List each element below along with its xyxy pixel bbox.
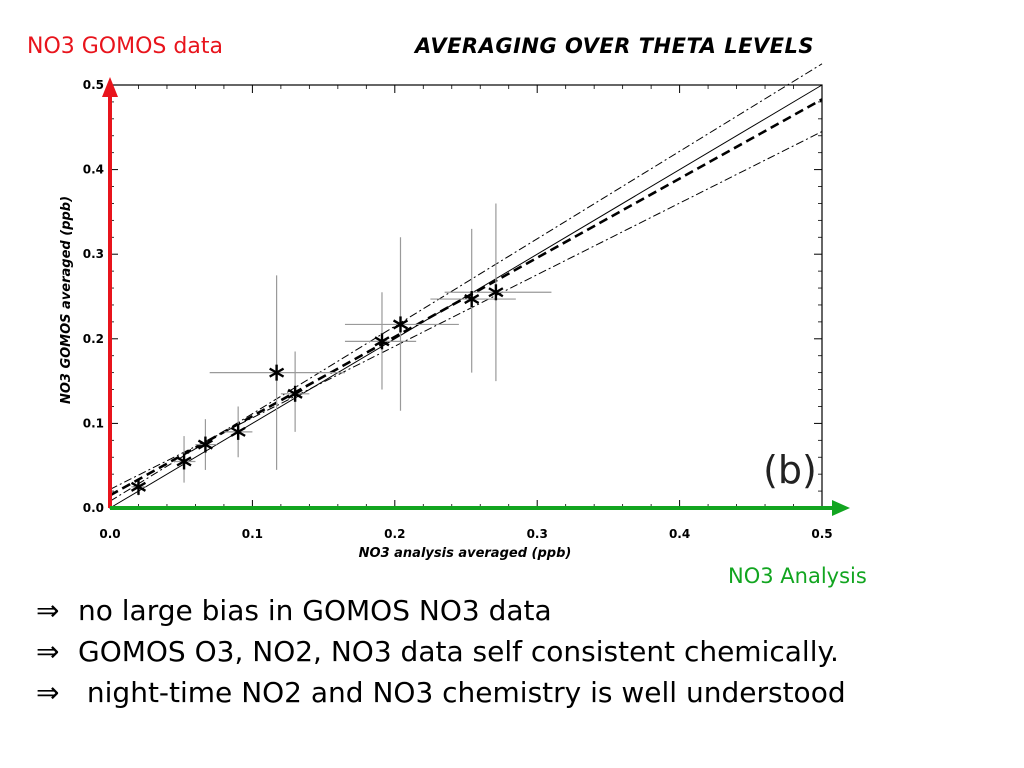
data-points <box>130 284 504 495</box>
bullet-item: ⇒ no large bias in GOMOS NO3 data <box>36 590 846 631</box>
y-tick-label: 0.4 <box>83 163 104 177</box>
x-axis-caption: NO3 Analysis <box>728 564 867 588</box>
data-point-asterisk <box>392 316 409 333</box>
implies-arrow-icon: ⇒ <box>36 635 60 668</box>
data-point-asterisk <box>197 436 213 453</box>
asterisk-stroke <box>488 287 504 298</box>
y-tick-label: 0.0 <box>83 501 104 515</box>
asterisk-stroke <box>130 481 147 492</box>
bullet-list: ⇒ no large bias in GOMOS NO3 data ⇒ GOMOS … <box>36 590 846 713</box>
scatter-chart: 0.0 0.0 0.1 0.1 0.2 0.2 0.3 0.3 0.4 0.4 0.5 0.5 NO3… <box>59 63 850 561</box>
slide-title: AVERAGING OVER THETA LEVELS <box>415 34 815 58</box>
panel-label: (b) <box>763 448 817 492</box>
axis-arrows <box>102 77 850 516</box>
y-tick-label: 0.5 <box>83 78 104 92</box>
bullet-text: no large bias in GOMOS NO3 data <box>78 594 552 627</box>
asterisk-stroke <box>176 456 192 467</box>
asterisk-stroke <box>269 367 285 378</box>
data-point-asterisk <box>488 284 504 301</box>
x-axis-label: NO3 analysis averaged (ppb) <box>359 546 572 561</box>
bullet-text: GOMOS O3, NO2, NO3 data self consistent … <box>78 635 839 668</box>
asterisk-stroke <box>464 293 480 305</box>
data-point-asterisk <box>176 453 192 470</box>
y-tick-label: 0.1 <box>83 416 104 430</box>
asterisk-stroke <box>392 319 409 330</box>
y-tick-label: 0.3 <box>83 247 104 261</box>
bullet-text: night-time NO2 and NO3 chemistry is well… <box>78 676 846 709</box>
data-point-asterisk <box>287 385 303 402</box>
x-tick-label: 0.1 <box>242 527 263 541</box>
asterisk-stroke <box>230 426 246 437</box>
x-tick-label: 0.0 <box>99 527 120 541</box>
data-point-asterisk <box>230 423 246 440</box>
x-tick-label: 0.4 <box>669 527 690 541</box>
data-point-asterisk <box>130 478 147 495</box>
x-tick-label: 0.3 <box>527 527 548 541</box>
y-tick-label: 0.2 <box>83 332 104 346</box>
dash-dot-fit-line <box>109 63 823 502</box>
axis-ticks: 0.0 0.0 0.1 0.1 0.2 0.2 0.3 0.3 0.4 0.4 0.5 0.5 <box>83 78 833 541</box>
asterisk-stroke <box>197 439 213 450</box>
y-axis-label: NO3 GOMOS averaged (ppb) <box>59 196 74 404</box>
bullet-item: ⇒ GOMOS O3, NO2, NO3 data self consistent… <box>36 631 846 672</box>
data-point-asterisk <box>374 333 390 350</box>
asterisk-stroke <box>287 388 303 399</box>
bullet-item: ⇒ night-time NO2 and NO3 chemistry is we… <box>36 672 846 713</box>
dash-dot-fit-line <box>109 131 823 490</box>
x-tick-label: 0.2 <box>384 527 405 541</box>
x-axis-arrowhead-icon <box>832 500 850 516</box>
asterisk-stroke <box>374 336 390 347</box>
data-point-asterisk <box>464 291 480 308</box>
implies-arrow-icon: ⇒ <box>36 594 60 627</box>
x-tick-label: 0.5 <box>811 527 832 541</box>
fit-lines <box>109 63 823 509</box>
error-bars <box>131 203 552 496</box>
data-point-asterisk <box>269 364 285 381</box>
implies-arrow-icon: ⇒ <box>36 676 60 709</box>
y-axis-caption: NO3 GOMOS data <box>27 34 223 59</box>
y-axis-arrowhead-icon <box>102 77 118 97</box>
dashed-fit-line <box>109 98 823 497</box>
